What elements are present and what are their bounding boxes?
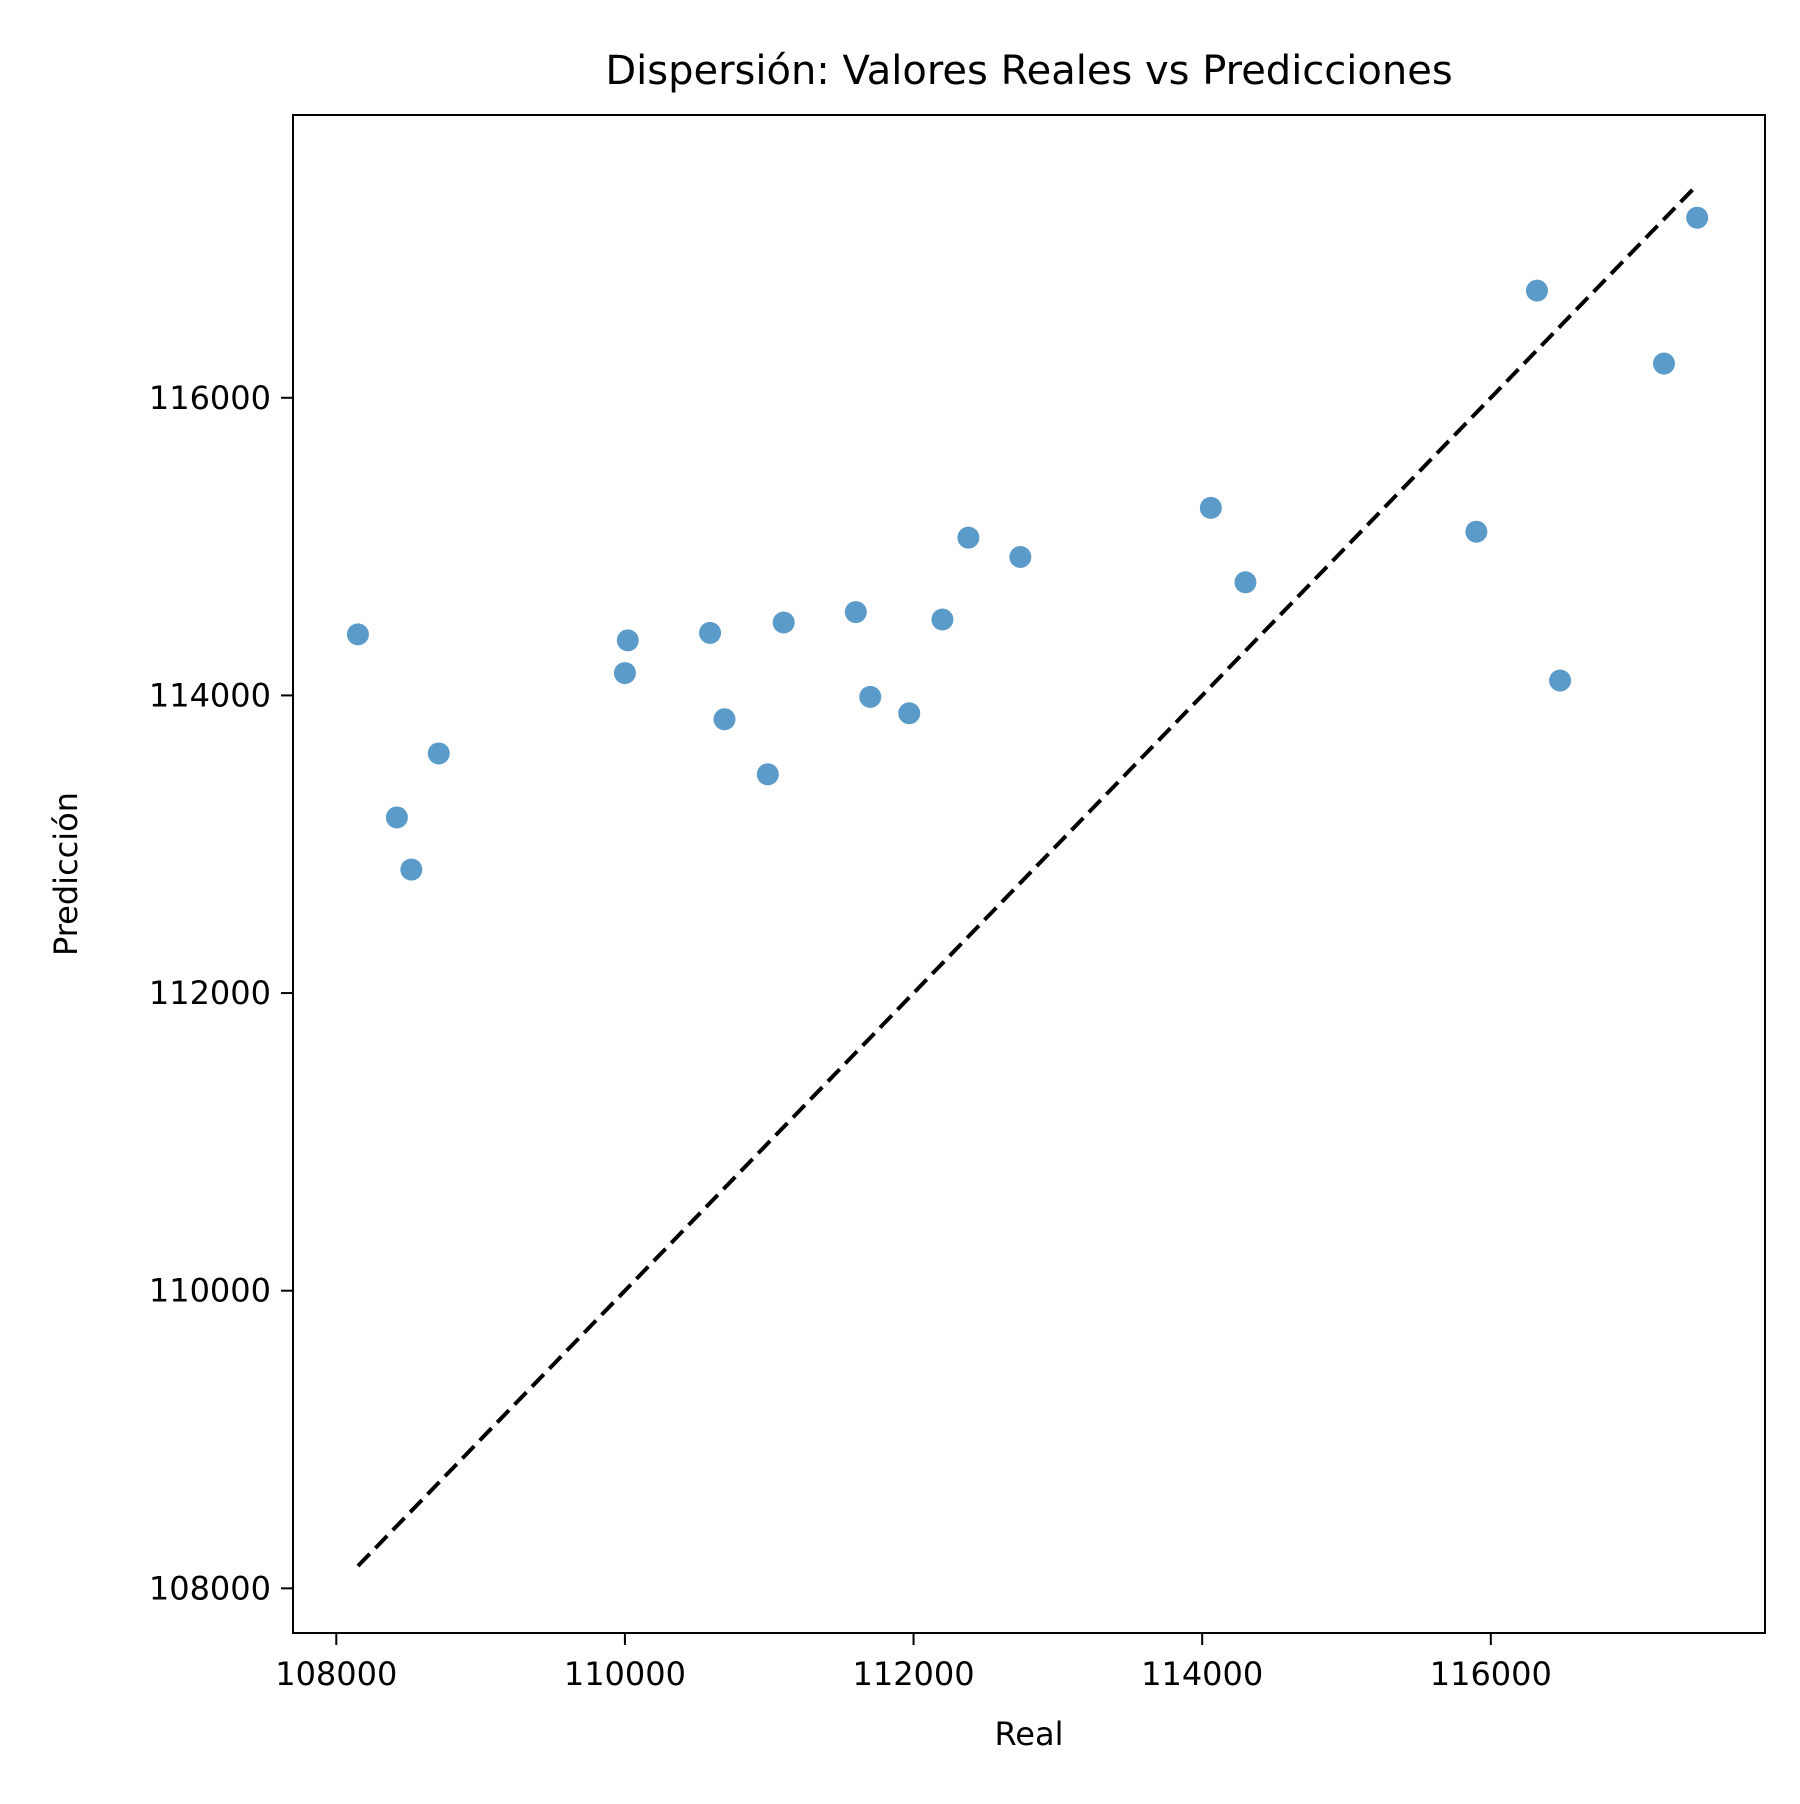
y-axis-label: Predicción: [47, 792, 85, 956]
data-point: [1525, 279, 1548, 302]
x-tick-label: 114000: [1141, 1655, 1263, 1693]
data-point: [1549, 669, 1572, 692]
x-axis: 108000 110000 112000 114000 116000: [275, 1633, 1552, 1693]
y-tick-label: 110000: [149, 1272, 271, 1310]
x-tick-label: 116000: [1430, 1655, 1552, 1693]
data-point: [400, 858, 423, 881]
reference-line: [356, 183, 1699, 1568]
data-point: [1199, 496, 1222, 519]
data-point: [713, 708, 736, 731]
x-axis-label: Real: [995, 1715, 1064, 1753]
data-point: [859, 685, 882, 708]
data-point: [346, 623, 369, 646]
x-tick-label: 110000: [564, 1655, 686, 1693]
data-point: [931, 608, 954, 631]
y-tick-label: 108000: [149, 1569, 271, 1607]
data-point: [1686, 206, 1709, 229]
data-point: [957, 526, 980, 549]
data-point: [1234, 571, 1257, 594]
data-point: [1465, 520, 1488, 543]
data-point: [427, 742, 450, 765]
data-point: [1652, 352, 1675, 375]
chart-title: Dispersión: Valores Reales vs Prediccion…: [605, 48, 1452, 94]
y-tick-label: 114000: [149, 676, 271, 714]
data-point: [699, 621, 722, 644]
data-point: [772, 611, 795, 634]
y-axis: 108000 110000 112000 114000 116000: [149, 379, 293, 1607]
data-point: [898, 702, 921, 725]
x-tick-label: 112000: [852, 1655, 974, 1693]
plot-area: [292, 114, 1766, 1634]
data-point: [613, 662, 636, 685]
plot-layer: [346, 183, 1709, 1568]
y-tick-label: 116000: [149, 379, 271, 417]
data-point: [385, 806, 408, 829]
data-point: [616, 629, 639, 652]
data-point: [1009, 546, 1032, 569]
data-point: [844, 601, 867, 624]
y-tick-label: 112000: [149, 974, 271, 1012]
x-tick-label: 108000: [275, 1655, 397, 1693]
data-point: [756, 763, 779, 786]
